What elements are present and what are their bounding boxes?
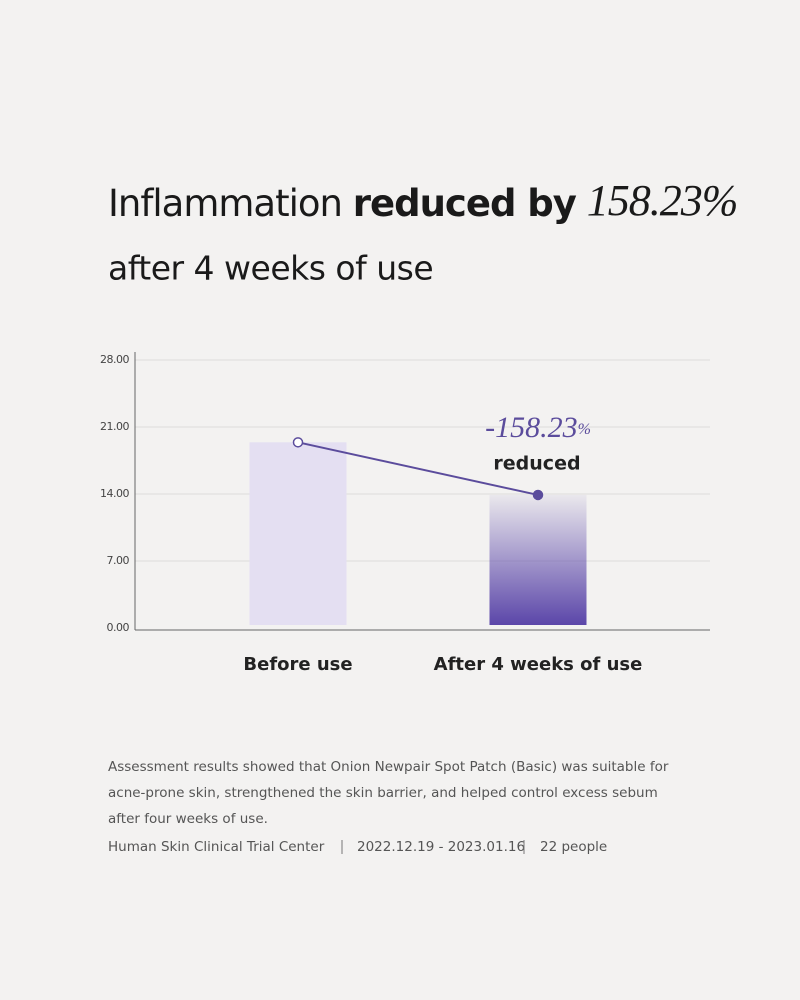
trend-point — [292, 437, 304, 448]
annotation: -158.23% — [485, 411, 591, 444]
annotation-number: -158.23 — [485, 411, 578, 444]
title-part: Inflammation — [108, 182, 342, 225]
trend-point — [532, 489, 544, 501]
x-tick-label: Before use — [243, 654, 352, 675]
plot: 0.00 7.00 14.00 21.00 28.00 Before use After 4… — [100, 352, 710, 675]
title-emphasis: reduced by — [353, 182, 577, 225]
source-dates: 2022.12.19 - 2023.01.16 — [357, 839, 525, 855]
source-center: Human Skin Clinical Trial Center — [108, 839, 325, 855]
y-tick-label: 28.00 — [100, 353, 129, 366]
annotation-label: reduced — [493, 453, 580, 475]
y-tick-label: 7.00 — [107, 554, 130, 567]
source-subjects: 22 people — [540, 839, 607, 855]
title-number: 158.23% — [587, 176, 738, 225]
annotation-unit: % — [578, 421, 591, 438]
trend-line — [297, 441, 539, 496]
chart-subtitle: after 4 weeks of use — [108, 249, 433, 288]
y-tick-label: 14.00 — [100, 487, 129, 500]
note-line: after four weeks of use. — [108, 811, 268, 827]
chart-title: Inflammation reduced by 158.23% — [108, 176, 737, 225]
note-line: acne-prone skin, strengthened the skin b… — [108, 785, 658, 801]
y-tick-label: 21.00 — [100, 420, 129, 433]
bar — [489, 494, 587, 625]
x-tick-label: After 4 weeks of use — [434, 654, 643, 675]
bar — [249, 442, 347, 625]
y-tick-label: 0.00 — [107, 621, 130, 634]
note-line: Assessment results showed that Onion New… — [108, 759, 669, 775]
